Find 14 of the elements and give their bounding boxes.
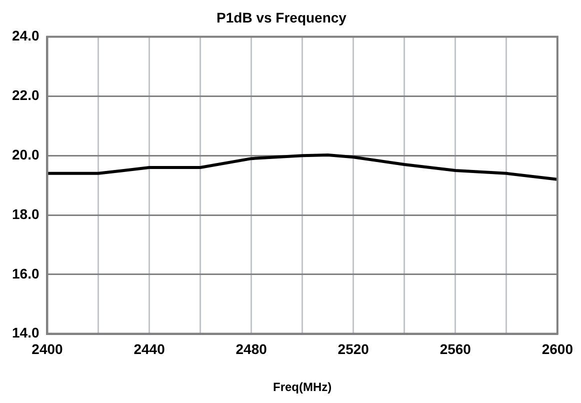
y-tick-label: 16.0 [12,265,40,282]
x-tick-label: 2480 [236,341,268,358]
x-tick-label: 2520 [338,341,370,358]
x-tick-label: 2440 [134,341,166,358]
y-tick-label: 24.0 [12,28,40,44]
x-tick-label: 2400 [32,341,64,358]
y-tick-label: 14.0 [12,324,40,341]
y-tick-label: 18.0 [12,206,40,222]
x-axis-title: Freq(MHz) [273,380,332,394]
x-tick-label: 2560 [440,341,472,358]
y-tick-label: 22.0 [12,87,40,104]
x-tick-label: 2600 [542,341,574,358]
y-tick-label: 20.0 [12,146,40,162]
chart-title: P1dB vs Frequency [216,9,347,26]
